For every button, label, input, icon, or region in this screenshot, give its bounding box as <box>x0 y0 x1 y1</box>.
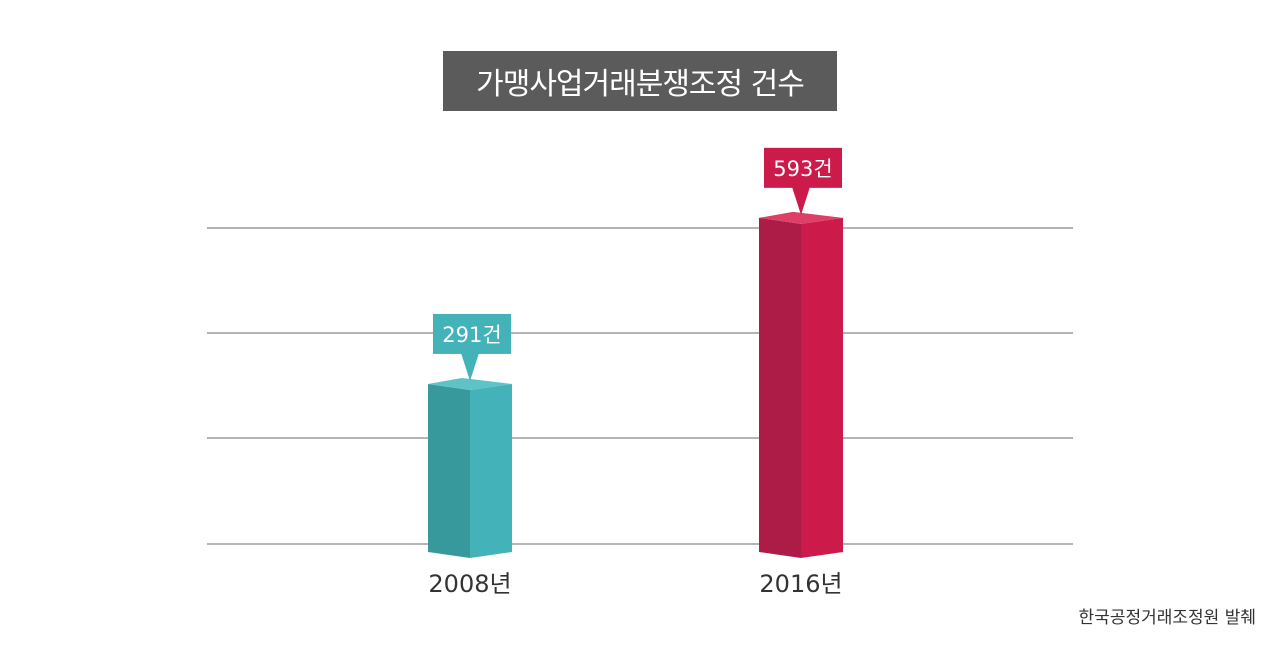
bar-left-face <box>428 383 470 558</box>
bar <box>801 217 843 558</box>
data-label-pointer <box>461 352 479 381</box>
source-note: 한국공정거래조정원 발췌 <box>1078 608 1256 628</box>
x-tick-label: 2016년 <box>759 570 842 598</box>
bar-left-face <box>759 217 801 558</box>
data-label-pointer <box>792 186 810 215</box>
x-tick-label: 2008년 <box>428 570 511 598</box>
chart-title: 가맹사업거래분쟁조정 건수 <box>476 67 805 102</box>
data-label-box <box>433 313 511 354</box>
bar-top <box>759 211 843 224</box>
data-label: 593건 <box>773 157 832 181</box>
data-label-box <box>764 147 842 188</box>
bar <box>470 383 512 558</box>
bar-top <box>428 377 512 390</box>
chart-title-box: 가맹사업거래분쟁조정 건수 <box>443 51 837 111</box>
data-label: 291건 <box>442 323 501 347</box>
